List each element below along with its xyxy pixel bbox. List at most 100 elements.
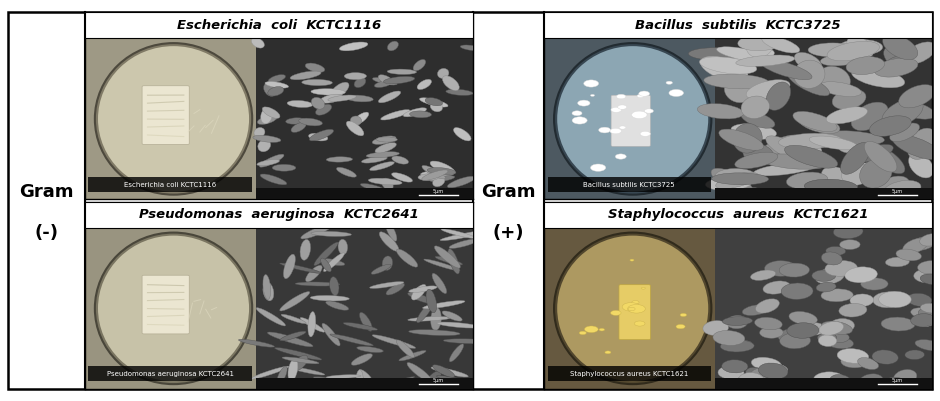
Ellipse shape: [846, 57, 885, 75]
Ellipse shape: [825, 336, 854, 348]
Ellipse shape: [883, 34, 917, 60]
Ellipse shape: [881, 317, 915, 331]
Ellipse shape: [793, 60, 825, 88]
Circle shape: [645, 109, 653, 113]
Ellipse shape: [805, 179, 857, 194]
Ellipse shape: [851, 102, 888, 131]
Ellipse shape: [905, 350, 924, 360]
Ellipse shape: [759, 363, 788, 379]
Circle shape: [610, 128, 621, 134]
Ellipse shape: [412, 284, 426, 300]
Circle shape: [632, 301, 639, 304]
Ellipse shape: [741, 111, 775, 128]
Ellipse shape: [761, 36, 800, 53]
Text: Gram: Gram: [481, 184, 536, 201]
Ellipse shape: [423, 301, 465, 309]
Ellipse shape: [915, 340, 940, 351]
Circle shape: [590, 94, 594, 96]
Ellipse shape: [557, 236, 708, 381]
Ellipse shape: [735, 152, 778, 168]
Ellipse shape: [371, 264, 391, 274]
Ellipse shape: [724, 340, 752, 351]
Ellipse shape: [789, 144, 822, 171]
Ellipse shape: [738, 34, 784, 51]
Ellipse shape: [339, 42, 368, 51]
Bar: [543, 201, 932, 228]
Ellipse shape: [751, 369, 773, 384]
Circle shape: [641, 287, 645, 289]
Ellipse shape: [859, 374, 884, 389]
Ellipse shape: [98, 236, 249, 381]
Ellipse shape: [904, 42, 936, 64]
Ellipse shape: [262, 107, 280, 118]
Ellipse shape: [434, 246, 461, 268]
Ellipse shape: [352, 112, 368, 126]
Ellipse shape: [911, 308, 931, 318]
Ellipse shape: [282, 357, 319, 364]
Ellipse shape: [760, 327, 783, 338]
Bar: [85, 228, 256, 389]
Text: (+): (+): [493, 224, 525, 241]
Ellipse shape: [385, 222, 397, 241]
Ellipse shape: [431, 308, 441, 331]
Ellipse shape: [764, 261, 797, 276]
Ellipse shape: [829, 332, 850, 342]
Ellipse shape: [306, 63, 325, 72]
Ellipse shape: [819, 66, 851, 92]
Ellipse shape: [379, 91, 400, 103]
Ellipse shape: [392, 156, 409, 164]
Ellipse shape: [697, 103, 744, 119]
Circle shape: [579, 331, 587, 335]
Ellipse shape: [418, 174, 439, 180]
Ellipse shape: [745, 27, 776, 58]
Ellipse shape: [309, 129, 334, 141]
Ellipse shape: [808, 43, 857, 57]
Ellipse shape: [449, 239, 478, 248]
Ellipse shape: [713, 330, 744, 345]
Ellipse shape: [746, 80, 790, 99]
Ellipse shape: [839, 240, 860, 249]
Circle shape: [628, 307, 635, 311]
Ellipse shape: [883, 377, 906, 389]
Ellipse shape: [337, 167, 356, 177]
Ellipse shape: [300, 318, 324, 332]
Ellipse shape: [779, 263, 809, 277]
Circle shape: [640, 132, 650, 136]
Ellipse shape: [323, 253, 344, 271]
Ellipse shape: [712, 173, 769, 185]
Ellipse shape: [326, 375, 361, 379]
Ellipse shape: [719, 129, 763, 150]
Ellipse shape: [809, 136, 857, 150]
Circle shape: [669, 89, 683, 97]
Ellipse shape: [725, 79, 752, 103]
Ellipse shape: [760, 59, 812, 80]
Ellipse shape: [431, 367, 468, 377]
Ellipse shape: [902, 238, 928, 253]
Circle shape: [666, 81, 672, 84]
Ellipse shape: [896, 249, 921, 261]
Ellipse shape: [838, 140, 879, 154]
Ellipse shape: [381, 109, 410, 120]
FancyBboxPatch shape: [619, 285, 650, 340]
Ellipse shape: [280, 331, 306, 341]
Ellipse shape: [408, 316, 450, 321]
Ellipse shape: [907, 293, 932, 306]
Ellipse shape: [855, 144, 893, 162]
Ellipse shape: [826, 107, 868, 124]
Ellipse shape: [819, 335, 837, 346]
Ellipse shape: [263, 282, 274, 301]
Bar: [85, 12, 474, 38]
Ellipse shape: [302, 79, 333, 85]
Ellipse shape: [414, 59, 426, 71]
Ellipse shape: [443, 339, 495, 344]
Ellipse shape: [739, 373, 764, 388]
Bar: [548, 177, 711, 192]
Ellipse shape: [917, 261, 940, 274]
Ellipse shape: [326, 157, 352, 162]
Ellipse shape: [756, 299, 779, 313]
Circle shape: [578, 100, 590, 106]
Ellipse shape: [779, 333, 810, 348]
Ellipse shape: [920, 274, 940, 285]
Ellipse shape: [750, 270, 775, 280]
Ellipse shape: [316, 104, 332, 115]
